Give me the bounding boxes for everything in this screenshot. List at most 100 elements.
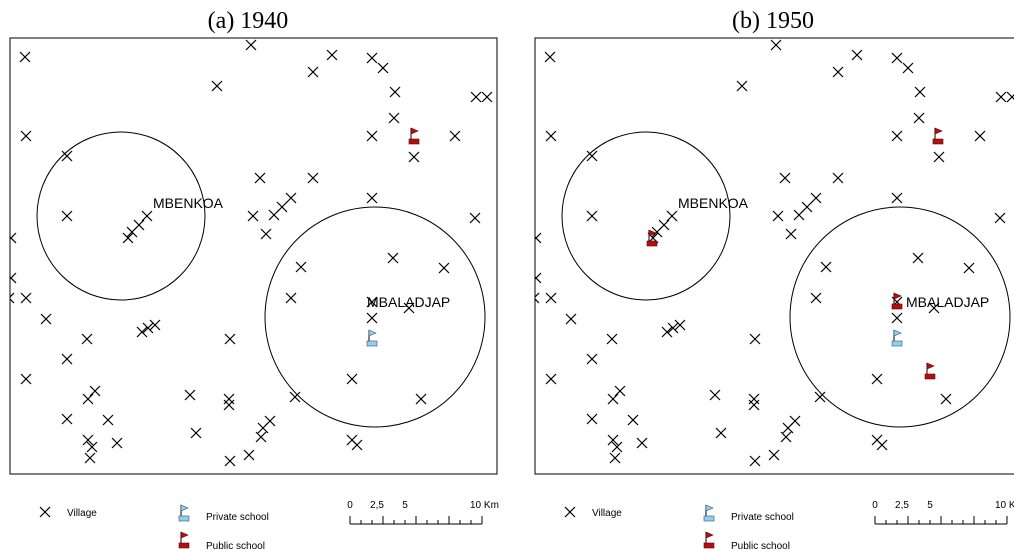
school-base	[178, 515, 190, 522]
village-marker	[912, 252, 924, 264]
village-marker	[928, 302, 940, 314]
village-marker	[565, 313, 577, 325]
village-marker	[913, 112, 925, 124]
village-marker	[627, 414, 639, 426]
village-marker	[876, 439, 888, 451]
village-marker	[102, 414, 114, 426]
village-marker	[606, 333, 618, 345]
village-marker	[81, 333, 93, 345]
village-marker	[780, 431, 792, 443]
school-flag	[705, 531, 714, 539]
village-marker	[736, 80, 748, 92]
village-marker	[535, 298, 540, 304]
village-marker	[366, 312, 378, 324]
village-marker	[586, 353, 598, 365]
village-marker	[366, 52, 378, 64]
village-marker	[709, 389, 721, 401]
village-marker	[535, 232, 542, 240]
village-marker	[136, 326, 148, 338]
village-marker	[20, 292, 32, 304]
village-marker	[933, 151, 945, 163]
school-flag	[180, 531, 189, 539]
village-marker	[586, 150, 598, 162]
village-marker	[307, 172, 319, 184]
school-flag	[705, 504, 714, 512]
village-marker	[111, 437, 123, 449]
village-marker	[586, 210, 598, 222]
village-marker	[257, 422, 269, 434]
village-marker	[963, 262, 975, 274]
village-marker	[782, 422, 794, 434]
village-marker	[586, 413, 598, 425]
village-marker	[122, 232, 134, 244]
school-flag	[180, 504, 189, 512]
village-marker	[84, 452, 96, 464]
village-marker	[389, 86, 401, 98]
village-marker	[351, 439, 363, 451]
village-marker	[535, 272, 542, 280]
village-marker	[545, 292, 557, 304]
scale-label: 5	[927, 500, 933, 511]
village-marker	[403, 302, 415, 314]
village-marker	[243, 449, 255, 461]
school-flag	[648, 229, 657, 237]
village-marker	[449, 130, 461, 142]
village-marker	[974, 130, 986, 142]
village-marker	[247, 210, 259, 222]
village-marker	[190, 427, 202, 439]
school-base	[366, 340, 378, 347]
village-marker	[810, 292, 822, 304]
village-marker	[832, 172, 844, 184]
village-marker	[994, 212, 1006, 224]
village-marker	[481, 91, 493, 103]
village-marker	[89, 385, 101, 397]
village-marker	[611, 441, 623, 453]
village-marker	[82, 434, 94, 446]
village-marker	[20, 373, 32, 385]
village-marker	[469, 212, 481, 224]
school-flag	[368, 329, 377, 337]
village-marker	[770, 39, 782, 51]
village-marker	[141, 210, 153, 222]
village-marker	[891, 312, 903, 324]
village-marker	[10, 272, 17, 280]
village-marker	[82, 393, 94, 405]
village-marker	[535, 292, 540, 298]
scale-label: 0	[347, 500, 353, 511]
village-marker	[607, 434, 619, 446]
village-marker	[245, 39, 257, 51]
village-marker	[326, 49, 338, 61]
village-marker	[748, 399, 760, 411]
school-base	[408, 138, 420, 145]
village-marker	[20, 130, 32, 142]
school-base	[703, 515, 715, 522]
village-marker	[224, 333, 236, 345]
village-marker	[285, 192, 297, 204]
village-marker	[545, 373, 557, 385]
village-marker	[891, 192, 903, 204]
school-base	[891, 340, 903, 347]
village-marker	[768, 449, 780, 461]
village-marker	[86, 441, 98, 453]
village-marker	[289, 391, 301, 403]
scale-label: 2,5	[370, 500, 384, 511]
village-marker	[674, 319, 686, 331]
village-marker	[749, 455, 761, 467]
village-marker	[346, 373, 358, 385]
scale-label: 0	[872, 500, 878, 511]
village-marker	[772, 210, 784, 222]
village-marker	[19, 51, 31, 63]
village-marker	[871, 373, 883, 385]
village-marker	[614, 385, 626, 397]
village-marker	[793, 209, 805, 221]
village-marker	[779, 172, 791, 184]
village-marker	[255, 431, 267, 443]
legend-label: Private school	[731, 512, 794, 523]
village-marker	[408, 151, 420, 163]
school-base	[646, 240, 658, 247]
scale-label: 5	[402, 500, 408, 511]
village-marker	[785, 228, 797, 240]
place-label: MBENKOA	[153, 195, 224, 211]
village-marker	[1006, 94, 1014, 103]
